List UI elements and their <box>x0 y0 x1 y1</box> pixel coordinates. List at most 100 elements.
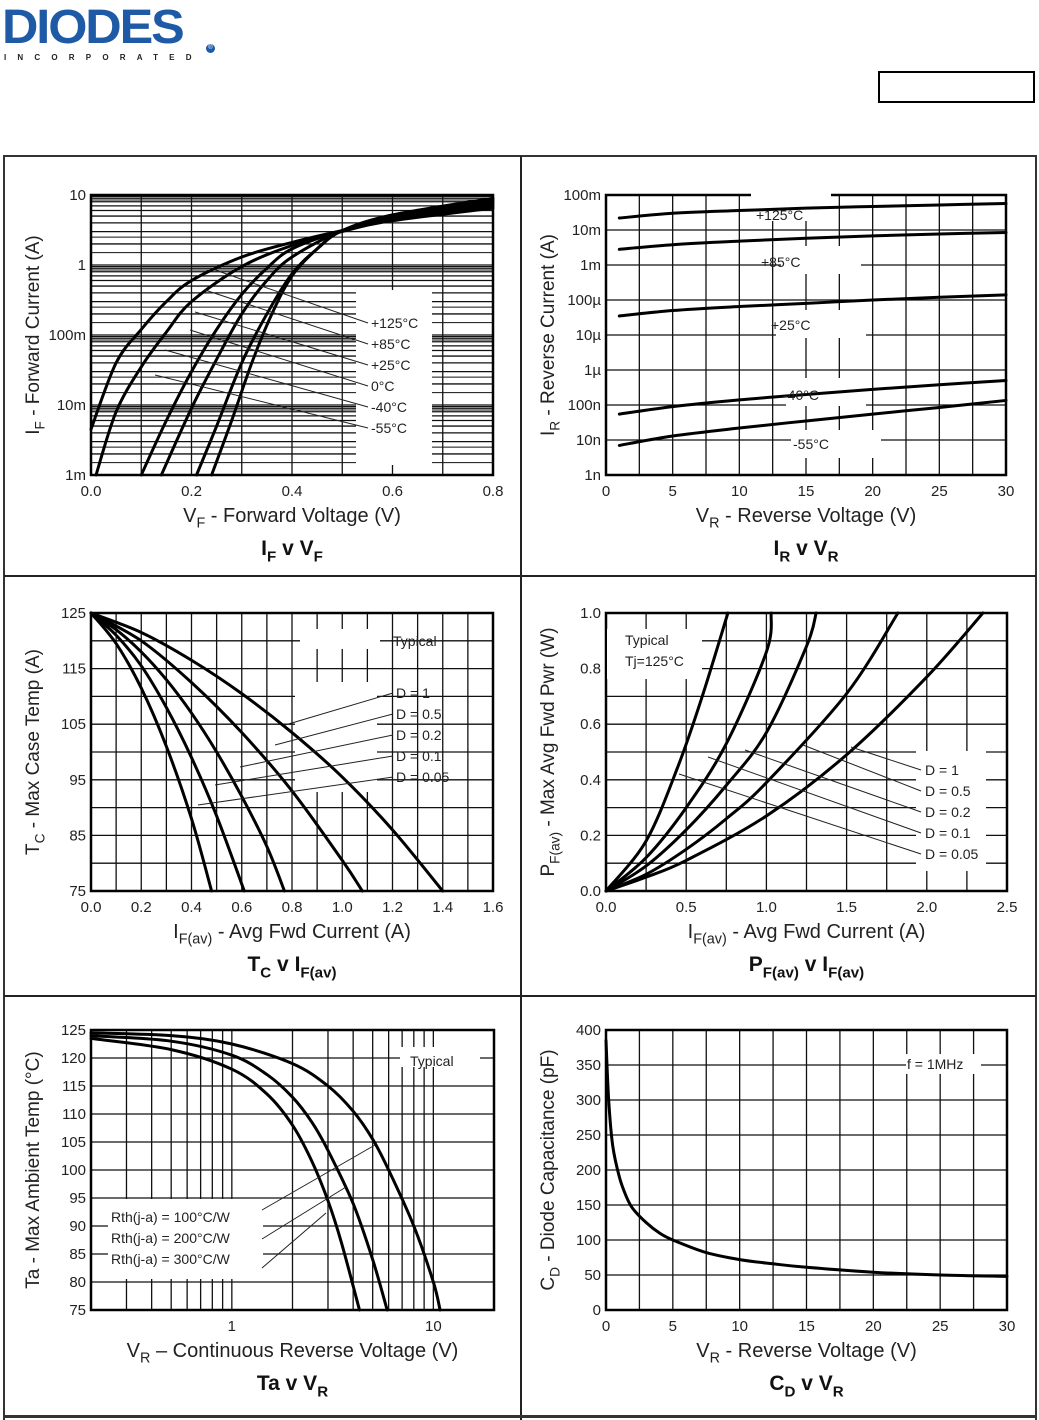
y-tick-label: 10 <box>69 187 86 204</box>
x-tick-label: 5 <box>668 483 676 500</box>
x-tick-label: 2.5 <box>997 899 1018 916</box>
x-axis-label-main: I <box>688 921 694 943</box>
x-tick-label: 0.6 <box>382 483 403 500</box>
chart-ir-vr: 0 5 10 15 20 25 30 1n 10n 100n 1µ 10µ 100µ 1m 10m 100m V… <box>538 187 1014 565</box>
diodes-logo: DIODES INCORPORATED ® <box>2 4 217 64</box>
x-axis-label-sub: F(av) <box>179 932 213 948</box>
y-axis-label-sub: D <box>547 1267 562 1277</box>
leader-line <box>261 1212 327 1269</box>
x-tick-label: 5 <box>669 1318 677 1335</box>
legend-label: D = 0.2 <box>925 804 971 820</box>
annotation-label: Tj=125°C <box>625 653 684 669</box>
y-tick-label: 105 <box>61 716 86 733</box>
annotation-box <box>300 629 380 649</box>
y-axis-label: IF - Forward Current (A) <box>23 235 47 434</box>
chart-title: IR v VR <box>773 537 838 565</box>
chart-title-part: C <box>260 964 271 981</box>
chart-title-part: T <box>247 953 260 976</box>
y-tick-label: 80 <box>69 1274 86 1291</box>
chart-title-part: C <box>769 1372 784 1395</box>
y-tick-label: 10m <box>57 397 86 414</box>
x-tick-label: 1.0 <box>756 899 777 916</box>
series-label: -55°C <box>793 436 829 452</box>
x-axis-label: VR - Reverse Voltage (V) <box>696 1340 917 1367</box>
chart-title-part: v V <box>276 537 313 560</box>
registered-mark-icon: ® <box>206 44 215 53</box>
legend-label: D = 0.2 <box>396 727 442 743</box>
chart-title-part: R <box>779 548 790 565</box>
x-axis-label-rest: - Forward Voltage (V) <box>205 505 401 527</box>
leader-line <box>164 349 369 408</box>
y-tick-label: 100m <box>48 327 86 344</box>
legend-label: D = 0.05 <box>396 769 450 785</box>
series-line <box>617 293 1008 318</box>
y-tick-label: 1µ <box>584 362 601 379</box>
logo-subtext: INCORPORATED <box>4 53 203 62</box>
annotation-label: Typical <box>393 633 437 649</box>
leader-line <box>261 1144 376 1211</box>
x-tick-label: 25 <box>932 1318 949 1335</box>
leader-line <box>239 734 394 768</box>
legend-box <box>108 1199 263 1279</box>
label-box <box>791 430 881 458</box>
y-axis-label: CD - Diode Capacitance (pF) <box>538 1049 562 1290</box>
x-axis-label-sub: R <box>709 516 719 532</box>
y-axis-label-sub: F <box>32 421 47 429</box>
leader-line <box>678 773 922 855</box>
series-line <box>617 202 1008 220</box>
x-axis-label-sub: R <box>140 1351 150 1367</box>
x-axis-label: IF(av) - Avg Fwd Current (A) <box>688 921 926 948</box>
chart-title-part: v I <box>799 953 828 976</box>
series-line <box>89 1034 389 1312</box>
series-line <box>604 611 773 893</box>
chart-title-part: v V <box>280 1372 317 1395</box>
legend-label: Rth(j-a) = 300°C/W <box>111 1251 231 1267</box>
x-tick-label: 0.2 <box>131 899 152 916</box>
y-tick-label: 100 <box>61 1162 86 1179</box>
chart-title: Ta v VR <box>257 1372 328 1400</box>
y-axis-label: Ta - Max Ambient Temp (°C) <box>23 1051 44 1288</box>
leader-line <box>707 756 922 834</box>
x-axis-label-main: V <box>183 505 197 527</box>
x-tick-label: 25 <box>931 483 948 500</box>
x-tick-label: 0 <box>602 1318 610 1335</box>
horizontal-divider-1 <box>4 575 1036 577</box>
y-tick-label: 250 <box>576 1127 601 1144</box>
series-line <box>89 1031 442 1312</box>
leader-line <box>850 746 922 771</box>
annotation-label: Typical <box>410 1053 454 1069</box>
y-axis-label-sub: R <box>547 421 562 431</box>
y-tick-label: 0.6 <box>580 716 601 733</box>
y-axis-label-main: T <box>23 843 44 855</box>
legend-label: D = 0.1 <box>396 748 442 764</box>
y-tick-label: 1m <box>65 467 86 484</box>
legend-label: -40°C <box>371 399 407 415</box>
y-tick-label: 115 <box>62 661 86 678</box>
y-tick-label: 85 <box>69 827 86 844</box>
y-tick-label: 85 <box>69 1246 86 1263</box>
x-axis-label-sub: F <box>196 516 205 532</box>
bottom-border <box>4 1415 1036 1418</box>
x-axis-label-rest: - Reverse Voltage (V) <box>720 505 917 527</box>
y-tick-label: 75 <box>69 1302 86 1319</box>
annotation-box <box>906 1054 981 1074</box>
plot-area <box>89 1028 496 1312</box>
chart-title-part: D <box>784 1383 795 1400</box>
legend-box <box>356 290 432 465</box>
y-tick-label: 100n <box>568 397 601 414</box>
y-tick-label: 10µ <box>576 327 602 344</box>
leader-line <box>802 744 922 792</box>
x-axis-label: VR - Reverse Voltage (V) <box>696 505 917 532</box>
x-axis-label: IF(av) - Avg Fwd Current (A) <box>173 921 411 948</box>
chart-title-part: R <box>317 1383 328 1400</box>
x-tick-label: 1.5 <box>836 899 857 916</box>
y-axis-label-rest: - Forward Current (A) <box>23 235 44 421</box>
chart-title: PF(av) v IF(av) <box>749 953 864 981</box>
chart-title-part: F(av) <box>763 964 799 981</box>
legend-label: D = 1 <box>396 685 430 701</box>
chart-title-part: v V <box>790 537 827 560</box>
y-axis-label-rest: - Max Case Temp (A) <box>23 649 44 833</box>
series-line <box>604 611 818 893</box>
series-line <box>89 611 246 893</box>
annotation-label: Typical <box>625 632 669 648</box>
